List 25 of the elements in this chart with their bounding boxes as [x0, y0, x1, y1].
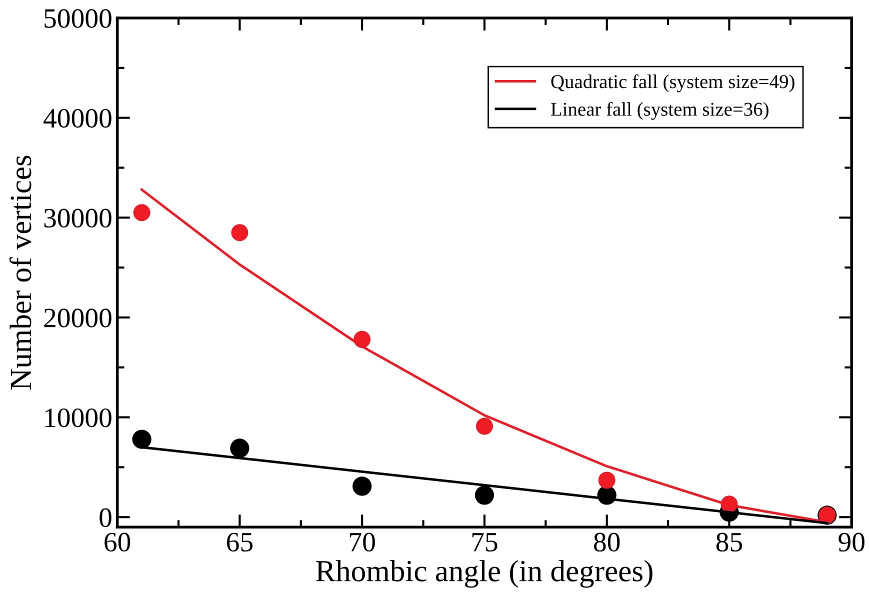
x-tick-label: 60: [104, 532, 130, 552]
x-tick-label: 70: [350, 532, 375, 552]
legend-label: Linear fall (system size=36): [551, 102, 768, 120]
y-tick-label: 50000: [44, 9, 112, 28]
point: [474, 486, 494, 505]
point: [231, 224, 248, 242]
point: [598, 472, 616, 489]
x-tick-label: 90: [838, 532, 864, 552]
point: [476, 418, 493, 435]
point: [133, 204, 150, 222]
y-tick-label: 40000: [44, 108, 112, 128]
point: [230, 438, 250, 458]
point: [352, 476, 372, 496]
point: [132, 430, 152, 449]
y-axis-title: Number of vertices: [9, 156, 32, 390]
y-tick-label: 0: [100, 508, 112, 528]
x-tick-label: 75: [472, 533, 498, 552]
y-tick-label: 30000: [44, 208, 112, 228]
x-tick-label: 65: [227, 532, 253, 552]
y-tick-label: 20000: [44, 308, 112, 328]
x-tick-label: 80: [594, 532, 620, 552]
x-tick-label: 85: [716, 532, 742, 552]
y-tick-label: 10000: [45, 408, 112, 428]
legend-label: Quadratic fall (system size=49): [551, 74, 794, 92]
x-axis-title: Rhombic angle (in degrees): [316, 560, 652, 588]
